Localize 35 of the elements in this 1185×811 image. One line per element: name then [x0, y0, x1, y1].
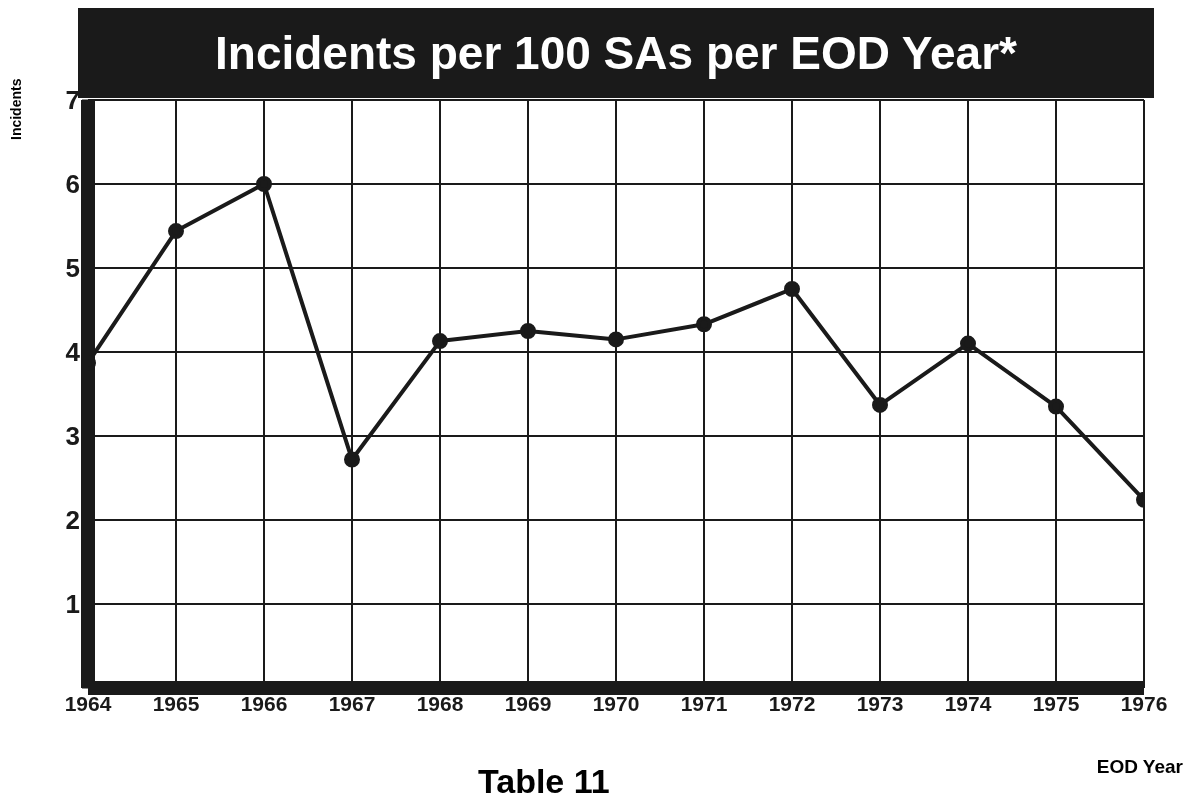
x-tick-label: 1974 — [944, 691, 992, 715]
y-tick-label: 3 — [65, 421, 80, 452]
point — [872, 396, 888, 413]
point — [344, 451, 360, 468]
point — [1048, 398, 1064, 415]
y-tick-label: 6 — [65, 169, 80, 200]
point — [696, 316, 712, 333]
x-tick-label: 1969 — [504, 691, 552, 715]
point — [960, 335, 976, 352]
x-axis-title: EOD Year — [1096, 756, 1183, 778]
y-tick-label: 5 — [65, 253, 80, 284]
y-tick-label: 1 — [65, 589, 80, 620]
x-tick-label: 1971 — [680, 691, 728, 715]
x-tick-label: 1976 — [1120, 691, 1168, 715]
point — [432, 333, 448, 350]
chart-title: Incidents per 100 SAs per EOD Year* — [215, 27, 1017, 79]
y-tick-label: 7 — [65, 85, 80, 116]
x-tick-label: 1965 — [152, 691, 200, 715]
x-tick-label: 1970 — [592, 691, 640, 715]
point — [608, 331, 624, 348]
point — [256, 176, 272, 192]
caption: Table 11 — [478, 762, 610, 801]
y-axis-title: Incidents — [8, 78, 24, 140]
point — [168, 223, 184, 240]
x-tick-label: 1972 — [768, 691, 816, 715]
x-tick-label: 1975 — [1032, 691, 1080, 715]
x-tick-label: 1964 — [64, 691, 112, 715]
point — [520, 323, 536, 339]
x-tick-label: 1967 — [328, 691, 376, 715]
point — [784, 281, 800, 297]
y-tick-label: 2 — [65, 505, 80, 536]
x-tick-label: 1973 — [856, 691, 904, 715]
x-tick-label: 1966 — [240, 691, 288, 715]
x-tick-label: 1968 — [416, 691, 464, 715]
y-tick-label: 4 — [65, 337, 81, 368]
